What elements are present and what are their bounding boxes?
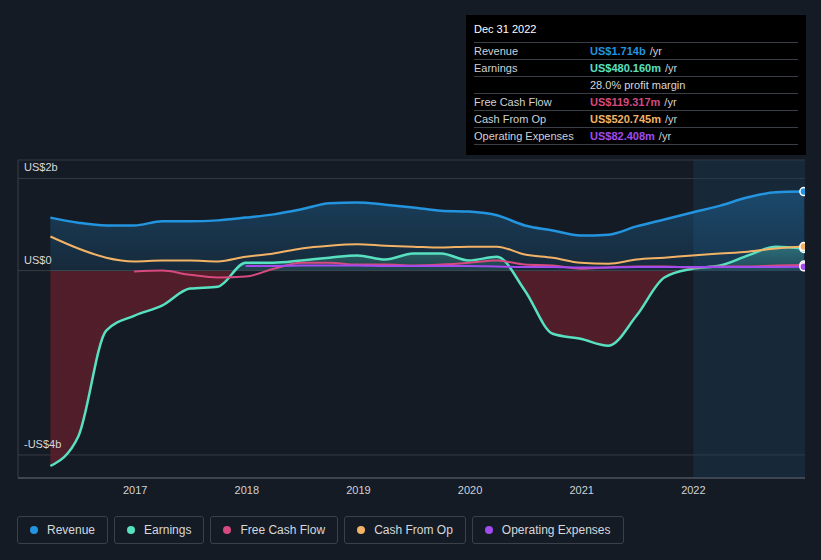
html-text:Earnings: Earnings <box>144 523 192 537</box>
html-text:Free Cash Flow: Free Cash Flow <box>474 96 552 108</box>
svg-text:US$2b: US$2b <box>24 161 58 173</box>
svg-text:2019: 2019 <box>346 484 370 496</box>
html-text:US$82.408m /yr: US$82.408m /yr <box>590 130 672 142</box>
html-text:Dec 31 2022: Dec 31 2022 <box>474 23 537 35</box>
html-text:Operating Expenses: Operating Expenses <box>474 130 574 142</box>
html-text:Earnings: Earnings <box>474 62 518 74</box>
html-text:US$119.317m /yr: US$119.317m /yr <box>590 96 677 108</box>
svg-text:2020: 2020 <box>458 484 482 496</box>
svg-text:-US$4b: -US$4b <box>24 438 61 450</box>
html-text:US$520.745m /yr: US$520.745m /yr <box>590 113 678 125</box>
html-text:US$480.160m /yr: US$480.160m /yr <box>590 62 678 74</box>
html-text:Operating Expenses: Operating Expenses <box>501 523 611 537</box>
html-text:Free Cash Flow: Free Cash Flow <box>240 523 326 537</box>
html-text:US$1.714b /yr: US$1.714b /yr <box>590 45 662 57</box>
html-text:28.0% profit margin: 28.0% profit margin <box>590 79 686 91</box>
html-text:Revenue: Revenue <box>474 45 518 57</box>
html-text:Cash From Op: Cash From Op <box>374 523 453 537</box>
svg-text:US$0: US$0 <box>24 254 52 266</box>
svg-text:2022: 2022 <box>681 484 705 496</box>
html-text:Cash From Op: Cash From Op <box>474 113 547 125</box>
html-text:Revenue: Revenue <box>47 523 95 537</box>
svg-text:2017: 2017 <box>123 484 147 496</box>
svg-text:2018: 2018 <box>235 484 259 496</box>
svg-text:2021: 2021 <box>569 484 593 496</box>
